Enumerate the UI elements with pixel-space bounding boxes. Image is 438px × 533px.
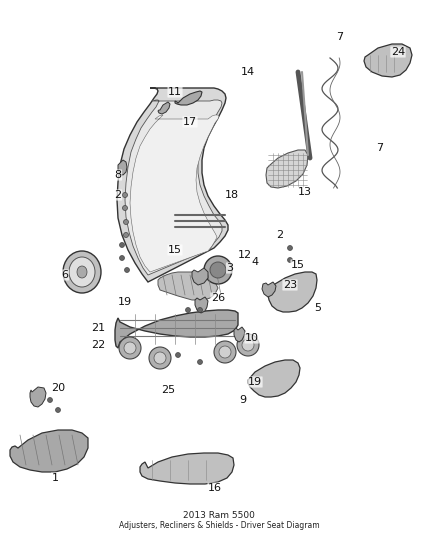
Text: 12: 12 <box>238 250 252 260</box>
Polygon shape <box>140 453 234 484</box>
Polygon shape <box>117 88 228 282</box>
Text: Adjusters, Recliners & Shields - Driver Seat Diagram: Adjusters, Recliners & Shields - Driver … <box>119 521 319 530</box>
Text: 18: 18 <box>225 190 239 200</box>
Ellipse shape <box>214 341 236 363</box>
Text: 23: 23 <box>283 280 297 290</box>
Ellipse shape <box>69 257 95 287</box>
Text: 16: 16 <box>208 483 222 493</box>
Ellipse shape <box>204 256 232 284</box>
Ellipse shape <box>287 246 293 251</box>
Polygon shape <box>118 160 127 175</box>
Ellipse shape <box>210 262 226 278</box>
Ellipse shape <box>237 334 259 356</box>
Text: 25: 25 <box>161 385 175 395</box>
Polygon shape <box>192 268 208 285</box>
Ellipse shape <box>120 243 124 247</box>
Text: 19: 19 <box>248 377 262 387</box>
Text: 1: 1 <box>52 473 59 483</box>
Text: 14: 14 <box>241 67 255 77</box>
Ellipse shape <box>123 206 127 211</box>
Text: 7: 7 <box>376 143 384 153</box>
Polygon shape <box>266 150 308 188</box>
Polygon shape <box>195 297 208 313</box>
Ellipse shape <box>198 308 202 312</box>
Text: 13: 13 <box>298 187 312 197</box>
Ellipse shape <box>219 346 231 358</box>
Text: 10: 10 <box>245 333 259 343</box>
Text: 24: 24 <box>391 47 405 57</box>
Text: 7: 7 <box>336 32 343 42</box>
Ellipse shape <box>123 192 127 198</box>
Ellipse shape <box>120 255 124 261</box>
Polygon shape <box>158 102 170 114</box>
Ellipse shape <box>47 398 53 402</box>
Ellipse shape <box>242 339 254 351</box>
Polygon shape <box>268 272 317 312</box>
Ellipse shape <box>149 347 171 369</box>
Ellipse shape <box>124 220 128 224</box>
Ellipse shape <box>77 266 87 278</box>
Polygon shape <box>175 91 202 105</box>
Ellipse shape <box>176 352 180 358</box>
Text: 11: 11 <box>168 87 182 97</box>
Text: 9: 9 <box>240 395 247 405</box>
Text: 2: 2 <box>114 190 122 200</box>
Text: 3: 3 <box>226 263 233 273</box>
Ellipse shape <box>119 337 141 359</box>
Polygon shape <box>30 387 46 407</box>
Ellipse shape <box>186 308 191 312</box>
Text: 2: 2 <box>276 230 283 240</box>
Text: 2013 Ram 5500: 2013 Ram 5500 <box>183 511 255 520</box>
Polygon shape <box>262 282 276 297</box>
Ellipse shape <box>198 359 202 365</box>
Ellipse shape <box>56 408 60 413</box>
Text: 17: 17 <box>183 117 197 127</box>
Text: 6: 6 <box>61 270 68 280</box>
Polygon shape <box>125 100 222 275</box>
Text: 15: 15 <box>291 260 305 270</box>
Ellipse shape <box>124 232 128 238</box>
Ellipse shape <box>154 352 166 364</box>
Text: 4: 4 <box>251 257 258 267</box>
Polygon shape <box>364 44 412 77</box>
Text: 26: 26 <box>211 293 225 303</box>
Polygon shape <box>234 327 245 342</box>
Text: 19: 19 <box>118 297 132 307</box>
Ellipse shape <box>124 342 136 354</box>
Polygon shape <box>115 310 238 348</box>
Polygon shape <box>130 115 219 272</box>
Ellipse shape <box>63 251 101 293</box>
Polygon shape <box>158 272 218 300</box>
Text: 20: 20 <box>51 383 65 393</box>
Text: 5: 5 <box>314 303 321 313</box>
Text: 8: 8 <box>114 170 122 180</box>
Polygon shape <box>248 360 300 397</box>
Ellipse shape <box>287 257 293 262</box>
Text: 21: 21 <box>91 323 105 333</box>
Text: 15: 15 <box>168 245 182 255</box>
Ellipse shape <box>124 268 130 272</box>
Polygon shape <box>10 430 88 472</box>
Text: 22: 22 <box>91 340 105 350</box>
